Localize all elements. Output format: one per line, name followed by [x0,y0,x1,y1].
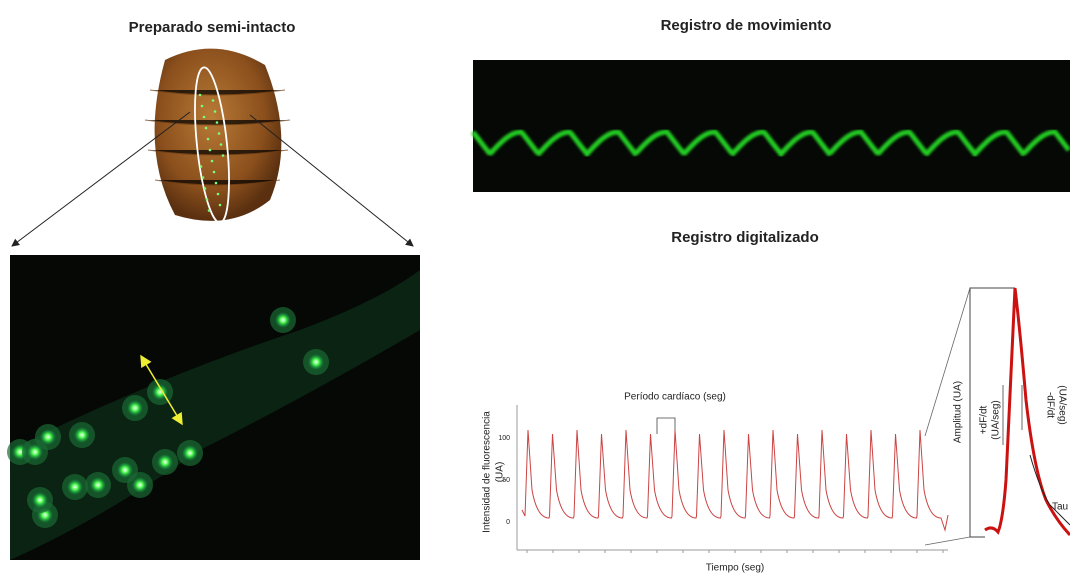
dot [215,121,219,124]
x-ticks [526,550,944,553]
dot [210,159,214,163]
dot [200,104,204,108]
cell [127,400,143,416]
cells [7,307,329,528]
heart-outline [194,66,230,224]
cell [32,492,48,508]
movement-trace [471,129,1070,158]
dot [201,176,205,179]
y-tick-label: 50 [502,477,510,484]
dot [216,192,220,196]
fluorescence-trace [521,429,949,532]
dot [198,93,202,97]
y-tick-label: 0 [506,519,510,526]
y-axis-label: Intensidad de fluorescencia [482,411,493,533]
dot [212,170,216,174]
dot [206,137,210,141]
dot [213,110,217,113]
dot [204,126,208,130]
dot [205,198,209,201]
cell [40,429,56,445]
cell [67,479,83,495]
dot [217,132,221,135]
dot [211,99,215,102]
y-tick-label: 100 [498,435,510,442]
dot [214,181,218,185]
kymograph [473,60,1070,192]
tau-label: Tau [1052,502,1068,513]
tissue [10,270,420,560]
cell [117,462,133,478]
panel-title: Registro digitalizado [671,229,819,246]
dot [202,115,206,119]
cell [27,444,43,460]
tau-fit [1029,454,1070,526]
larva-dots [198,93,225,212]
dot [203,187,207,190]
cell [157,454,173,470]
zoom-line [924,536,971,546]
period-label: Período cardíaco (seg) [624,392,726,403]
cell [132,477,148,493]
zoom-line [924,287,971,437]
amplitude-bracket [969,287,1015,538]
fall-label: (UA/seg) [1056,385,1067,424]
dot [199,165,203,168]
cell [74,427,90,443]
dot [219,143,223,146]
cell [308,354,324,370]
fall-label: -dF/dt [1044,392,1055,418]
cell [90,477,106,493]
rise-label: (UA/seg) [991,400,1002,439]
dot [208,148,212,152]
x-axis-label: Tiempo (seg) [706,563,765,574]
dot [218,203,222,207]
zoom-arrow [249,114,414,247]
cell [182,445,198,461]
dot [207,209,211,212]
measure-arrow [140,354,183,426]
amplitude-label: Amplitud (UA) [953,381,964,443]
zoom-arrow [11,111,191,247]
dot [221,154,225,157]
cell [275,312,291,328]
panel-title: Registro de movimiento [661,17,832,34]
rise-label: +dF/dt [979,405,990,434]
period-bracket [656,417,676,434]
y-axis-label: (UA) [495,462,506,483]
panel-title: Preparado semi-intacto [129,19,296,36]
